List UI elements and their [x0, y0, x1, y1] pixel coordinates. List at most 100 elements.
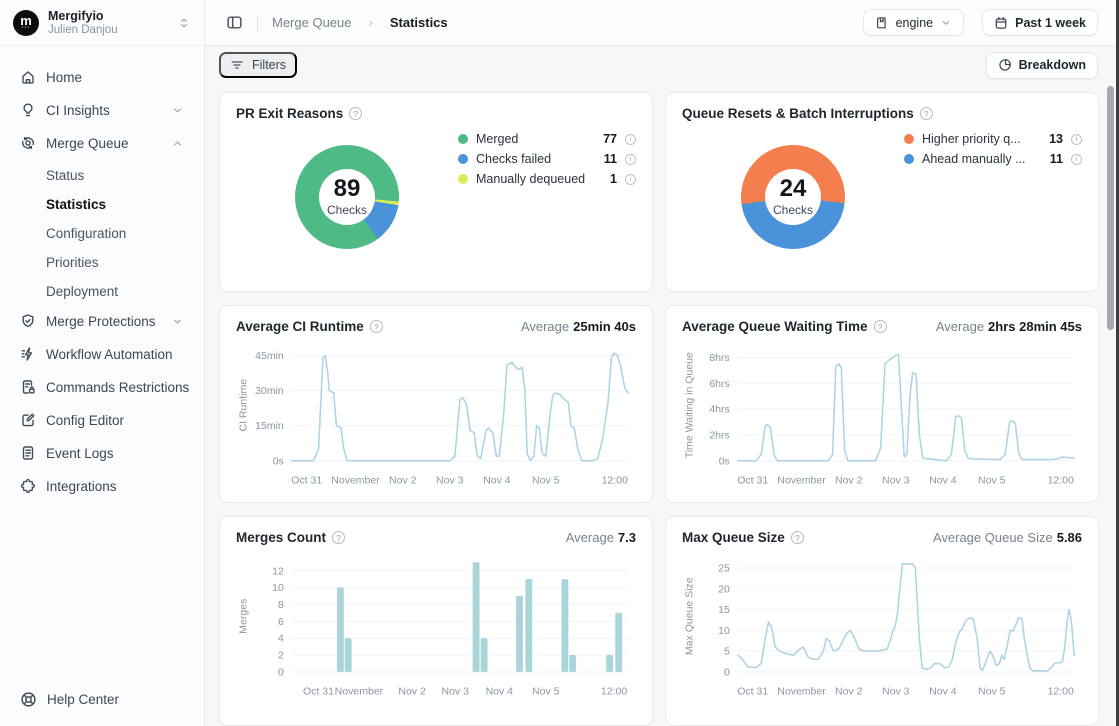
card-queue-resets: Queue Resets & Batch Interruptions ? 24 …: [665, 92, 1099, 292]
svg-text:Oct 31: Oct 31: [291, 474, 322, 486]
svg-text:10: 10: [718, 625, 730, 637]
card-title: Average Queue Waiting Time: [682, 319, 868, 334]
card-title: Average CI Runtime: [236, 319, 364, 334]
legend-item-ahead-manually-[interactable]: Ahead manually ...11i: [904, 149, 1082, 169]
merge-queue-icon: [20, 135, 36, 151]
sidebar-item-statistics[interactable]: Statistics: [10, 190, 194, 218]
svg-text:12:00: 12:00: [1048, 474, 1074, 486]
filter-icon: [230, 58, 244, 72]
svg-text:Nov 4: Nov 4: [486, 685, 514, 697]
legend-item-merged[interactable]: Merged77i: [458, 129, 636, 149]
svg-text:Oct 31: Oct 31: [303, 685, 334, 697]
sidebar-item-merge-queue[interactable]: Merge Queue: [10, 128, 194, 158]
svg-text:Nov 5: Nov 5: [978, 685, 1006, 697]
help-icon[interactable]: ?: [349, 107, 362, 120]
svg-text:Nov 2: Nov 2: [389, 474, 417, 486]
breadcrumb-merge-queue[interactable]: Merge Queue: [272, 15, 352, 30]
breadcrumb-separator: ›: [369, 15, 373, 30]
sidebar-item-integrations[interactable]: Integrations: [10, 471, 194, 501]
legend-dot: [458, 154, 468, 164]
svg-text:25: 25: [718, 563, 730, 575]
info-icon[interactable]: i: [1071, 134, 1082, 145]
svg-text:45min: 45min: [255, 350, 284, 362]
svg-text:0: 0: [724, 666, 730, 678]
vertical-scrollbar[interactable]: [1107, 86, 1114, 330]
svg-text:Oct 31: Oct 31: [737, 474, 768, 486]
sidebar-item-ci-insights[interactable]: CI Insights: [10, 95, 194, 125]
legend-item-higher-priority-q-[interactable]: Higher priority q...13i: [904, 129, 1082, 149]
svg-text:Nov 2: Nov 2: [398, 685, 426, 697]
help-center-link[interactable]: Help Center: [20, 691, 119, 708]
legend-item-checks-failed[interactable]: Checks failed11i: [458, 149, 636, 169]
donut-total-label: Checks: [773, 203, 813, 217]
sidebar-item-workflow-automation[interactable]: Workflow Automation: [10, 339, 194, 369]
svg-text:Oct 31: Oct 31: [737, 685, 768, 697]
help-icon[interactable]: ?: [920, 107, 933, 120]
info-icon[interactable]: i: [625, 154, 636, 165]
card-max-queue-size: Max Queue Size ? Average Queue Size5.86 …: [665, 516, 1099, 726]
max-queue-line-chart: 0510152025Oct 31NovemberNov 2Nov 3Nov 4N…: [682, 549, 1082, 701]
toolbar: Filters Breakdown: [205, 46, 1119, 82]
svg-text:0s: 0s: [273, 455, 284, 467]
svg-text:Time Waiting in Queue: Time Waiting in Queue: [684, 352, 696, 458]
lightbulb-icon: [20, 102, 36, 118]
card-merges-count: Merges Count ? Average7.3 024681012Oct 3…: [219, 516, 653, 726]
info-icon[interactable]: i: [625, 174, 636, 185]
filters-label: Filters: [252, 58, 286, 72]
sidebar-item-commands-restrictions[interactable]: Commands Restrictions: [10, 372, 194, 402]
help-icon[interactable]: ?: [370, 320, 383, 333]
sidebar-item-event-logs[interactable]: Event Logs: [10, 438, 194, 468]
breakdown-button[interactable]: Breakdown: [986, 52, 1098, 79]
sidebar-item-config-editor[interactable]: Config Editor: [10, 405, 194, 435]
sidebar-item-home[interactable]: Home: [10, 62, 194, 92]
average-value: Average25min 40s: [521, 319, 636, 334]
svg-text:15: 15: [718, 604, 730, 616]
svg-text:12: 12: [272, 565, 284, 577]
sidebar-toggle-icon[interactable]: [226, 14, 243, 31]
help-center-label: Help Center: [47, 692, 119, 707]
repository-selector[interactable]: engine: [863, 9, 965, 36]
help-icon[interactable]: ?: [874, 320, 887, 333]
svg-text:Nov 2: Nov 2: [835, 474, 863, 486]
user-name: Julien Danjou: [48, 24, 168, 36]
queue-resets-legend: Higher priority q...13iAhead manually ..…: [904, 121, 1082, 273]
sidebar-item-configuration[interactable]: Configuration: [10, 219, 194, 247]
card-title: Merges Count: [236, 530, 326, 545]
queue-resets-donut-chart: 24 Checks: [741, 145, 845, 249]
legend-dot: [904, 154, 914, 164]
sidebar-item-merge-protections[interactable]: Merge Protections: [10, 306, 194, 336]
legend-item-manually-dequeued[interactable]: Manually dequeued1i: [458, 169, 636, 189]
home-icon: [20, 69, 36, 85]
average-value: Average7.3: [566, 530, 636, 545]
chevron-up-icon: [171, 137, 184, 150]
filters-button[interactable]: Filters: [219, 52, 297, 78]
config-editor-icon: [20, 412, 36, 428]
commands-restrictions-icon: [20, 379, 36, 395]
svg-text:Nov 3: Nov 3: [882, 685, 910, 697]
svg-text:Nov 2: Nov 2: [835, 685, 863, 697]
donut-total-label: Checks: [327, 203, 367, 217]
date-range-button[interactable]: Past 1 week: [982, 9, 1098, 36]
info-icon[interactable]: i: [625, 134, 636, 145]
info-icon[interactable]: i: [1071, 154, 1082, 165]
svg-text:Nov 3: Nov 3: [441, 685, 469, 697]
card-title: Max Queue Size: [682, 530, 785, 545]
topbar: Merge Queue › Statistics engine Past 1 w…: [205, 0, 1119, 46]
workflow-icon: [20, 346, 36, 362]
svg-text:8: 8: [278, 599, 284, 611]
help-icon[interactable]: ?: [791, 531, 804, 544]
account-switcher[interactable]: m ··· Mergifyio Julien Danjou: [0, 0, 204, 46]
integrations-icon: [20, 478, 36, 494]
svg-text:4hrs: 4hrs: [709, 404, 729, 416]
svg-text:5: 5: [724, 646, 730, 658]
help-icon[interactable]: ?: [332, 531, 345, 544]
event-logs-icon: [20, 445, 36, 461]
svg-text:12:00: 12:00: [1048, 685, 1074, 697]
svg-text:November: November: [331, 474, 380, 486]
sidebar-item-priorities[interactable]: Priorities: [10, 248, 194, 276]
legend-dot: [458, 174, 468, 184]
sidebar-item-deployment[interactable]: Deployment: [10, 277, 194, 305]
sidebar-item-status[interactable]: Status: [10, 161, 194, 189]
org-name: Mergifyio: [48, 9, 168, 23]
svg-text:0s: 0s: [719, 455, 730, 467]
